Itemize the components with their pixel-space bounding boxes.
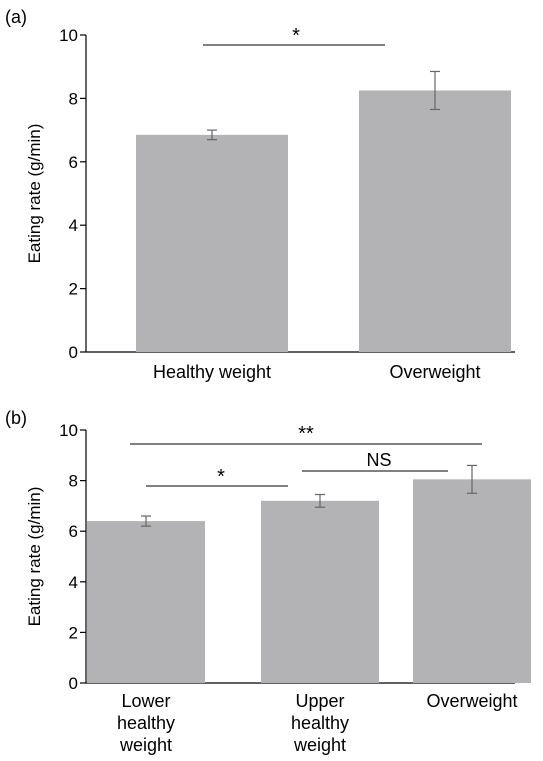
significance-label: ** (298, 423, 314, 445)
panel-label: (a) (5, 7, 27, 27)
chart-panel-b: (b) 0 2 4 6 8 10 Eating rate (g/min) Lower health… (5, 408, 531, 755)
x-category-label: Overweight (426, 691, 517, 711)
y-tick-label: 8 (69, 472, 78, 491)
chart-panel-a: (a) 0 2 4 6 8 10 Eating rate (g/min) Healthy wei… (5, 7, 515, 382)
significance-label: NS (366, 450, 391, 470)
bar (359, 90, 511, 352)
error-bar (315, 493, 325, 508)
y-tick-label: 6 (69, 153, 78, 172)
y-tick-label: 4 (69, 573, 78, 592)
y-axis-title: Eating rate (g/min) (25, 124, 44, 264)
significance-bracket: NS (302, 450, 448, 472)
significance-bracket: * (203, 25, 385, 47)
error-bar (207, 129, 217, 141)
x-category-label: Lower healthy weight (117, 691, 175, 755)
bar (136, 134, 288, 352)
y-tick-label: 6 (69, 522, 78, 541)
significance-label: * (292, 25, 300, 47)
x-category-label: Overweight (389, 362, 480, 382)
y-tick-label: 10 (59, 421, 78, 440)
y-tick-label: 8 (69, 89, 78, 108)
significance-bracket: ** (130, 423, 482, 445)
error-bar (430, 70, 440, 111)
error-bar (141, 515, 151, 527)
x-category-label: Healthy weight (153, 362, 271, 382)
error-bar (467, 464, 477, 494)
significance-label: * (217, 466, 225, 488)
y-tick-label: 4 (69, 216, 78, 235)
bar (413, 479, 531, 683)
y-tick-label: 0 (69, 343, 78, 362)
significance-bracket: * (146, 466, 288, 488)
y-axis-title: Eating rate (g/min) (25, 487, 44, 627)
bar (261, 500, 379, 683)
y-tick-label: 10 (59, 26, 78, 45)
x-category-label: Upper healthy weight (291, 691, 349, 755)
y-tick-label: 2 (69, 280, 78, 299)
bar (87, 521, 205, 683)
y-tick-label: 2 (69, 623, 78, 642)
y-tick-label: 0 (69, 674, 78, 693)
panel-label: (b) (5, 408, 27, 428)
